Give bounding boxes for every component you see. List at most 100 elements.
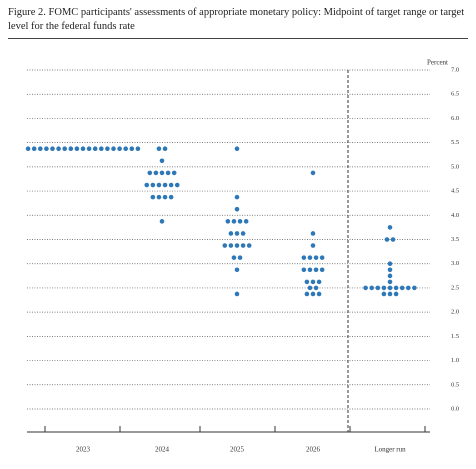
dot bbox=[162, 194, 168, 200]
dot bbox=[316, 279, 322, 285]
dot bbox=[387, 225, 393, 230]
dot bbox=[117, 146, 122, 151]
y-tick-label: 7.0 bbox=[451, 66, 459, 73]
dot bbox=[393, 291, 399, 297]
y-tick-label: 0.5 bbox=[451, 381, 459, 388]
dot bbox=[310, 243, 316, 248]
dot bbox=[156, 182, 162, 188]
dot bbox=[384, 237, 390, 242]
dot bbox=[231, 219, 237, 224]
figure-title: Figure 2. FOMC participants' assessments… bbox=[8, 7, 465, 32]
dot bbox=[156, 194, 162, 200]
dot bbox=[228, 243, 234, 248]
dot bbox=[387, 285, 393, 291]
dot bbox=[406, 285, 411, 291]
dot bbox=[99, 146, 104, 151]
dot bbox=[307, 267, 313, 273]
dot bbox=[363, 285, 368, 291]
dot bbox=[162, 182, 168, 188]
dot bbox=[301, 267, 307, 273]
dot bbox=[80, 146, 86, 151]
dot bbox=[234, 231, 240, 236]
dot bbox=[38, 146, 43, 151]
x-tick-label: 2026 bbox=[306, 446, 321, 454]
dot bbox=[234, 146, 240, 151]
x-tick-label: Longer run bbox=[374, 446, 406, 454]
dot bbox=[68, 146, 74, 151]
title-rule bbox=[8, 38, 468, 39]
dot bbox=[237, 255, 243, 260]
dot bbox=[225, 219, 231, 224]
dot bbox=[74, 146, 80, 151]
dot bbox=[387, 291, 393, 297]
dot bbox=[304, 291, 310, 297]
dot bbox=[144, 182, 150, 188]
dot bbox=[316, 291, 322, 297]
dot bbox=[228, 231, 234, 236]
dot bbox=[390, 237, 396, 242]
dot bbox=[135, 146, 141, 151]
dot bbox=[304, 279, 310, 285]
dot bbox=[387, 273, 393, 279]
dot bbox=[313, 255, 319, 260]
dot bbox=[147, 170, 153, 176]
y-tick-label: 2.5 bbox=[451, 284, 459, 291]
dot bbox=[234, 194, 240, 200]
dot bbox=[240, 231, 246, 236]
dot bbox=[174, 182, 180, 188]
dot bbox=[246, 243, 252, 248]
dot bbox=[310, 170, 316, 176]
y-tick-label: 1.0 bbox=[451, 357, 459, 364]
dot bbox=[159, 219, 165, 224]
dot bbox=[129, 146, 135, 151]
dot bbox=[168, 194, 174, 200]
dot bbox=[111, 146, 116, 151]
dot bbox=[25, 146, 31, 151]
dot bbox=[237, 219, 243, 224]
dot bbox=[234, 206, 240, 212]
y-tick-label: 4.0 bbox=[451, 212, 459, 219]
y-axis-label: Percent bbox=[427, 59, 448, 67]
dot bbox=[301, 255, 307, 260]
dot bbox=[168, 182, 174, 188]
x-tick-label: 2025 bbox=[230, 446, 245, 454]
y-tick-label: 5.0 bbox=[451, 163, 459, 170]
dot bbox=[159, 170, 165, 176]
dot bbox=[234, 243, 240, 248]
dot bbox=[162, 146, 168, 151]
dot bbox=[234, 291, 240, 297]
dot bbox=[234, 267, 240, 273]
dot bbox=[307, 285, 313, 291]
dot bbox=[62, 146, 67, 151]
dot bbox=[399, 285, 405, 291]
dot bbox=[123, 146, 128, 151]
y-tick-label: 6.5 bbox=[451, 91, 459, 98]
y-tick-label: 3.5 bbox=[451, 236, 459, 243]
dot bbox=[319, 267, 325, 273]
x-tick-label: 2024 bbox=[155, 446, 170, 454]
dot bbox=[150, 182, 156, 188]
dot bbox=[412, 285, 417, 291]
dot bbox=[240, 243, 246, 248]
y-tick-label: 4.5 bbox=[451, 188, 459, 195]
dot bbox=[222, 243, 228, 248]
y-tick-label: 5.5 bbox=[451, 139, 459, 146]
dot bbox=[156, 146, 162, 151]
y-tick-label: 0.0 bbox=[451, 405, 459, 412]
dot bbox=[165, 170, 171, 176]
dot bbox=[31, 146, 37, 151]
dot bbox=[44, 146, 49, 151]
dot bbox=[105, 146, 110, 151]
x-tick-label: 2023 bbox=[76, 446, 91, 454]
dot bbox=[369, 285, 375, 291]
y-tick-label: 3.0 bbox=[451, 260, 459, 267]
dot bbox=[56, 146, 61, 151]
dot bbox=[231, 255, 237, 260]
y-tick-label: 1.5 bbox=[451, 333, 459, 340]
dot bbox=[153, 170, 159, 176]
dot bbox=[86, 146, 92, 151]
dot bbox=[319, 255, 325, 260]
dot bbox=[50, 146, 55, 151]
